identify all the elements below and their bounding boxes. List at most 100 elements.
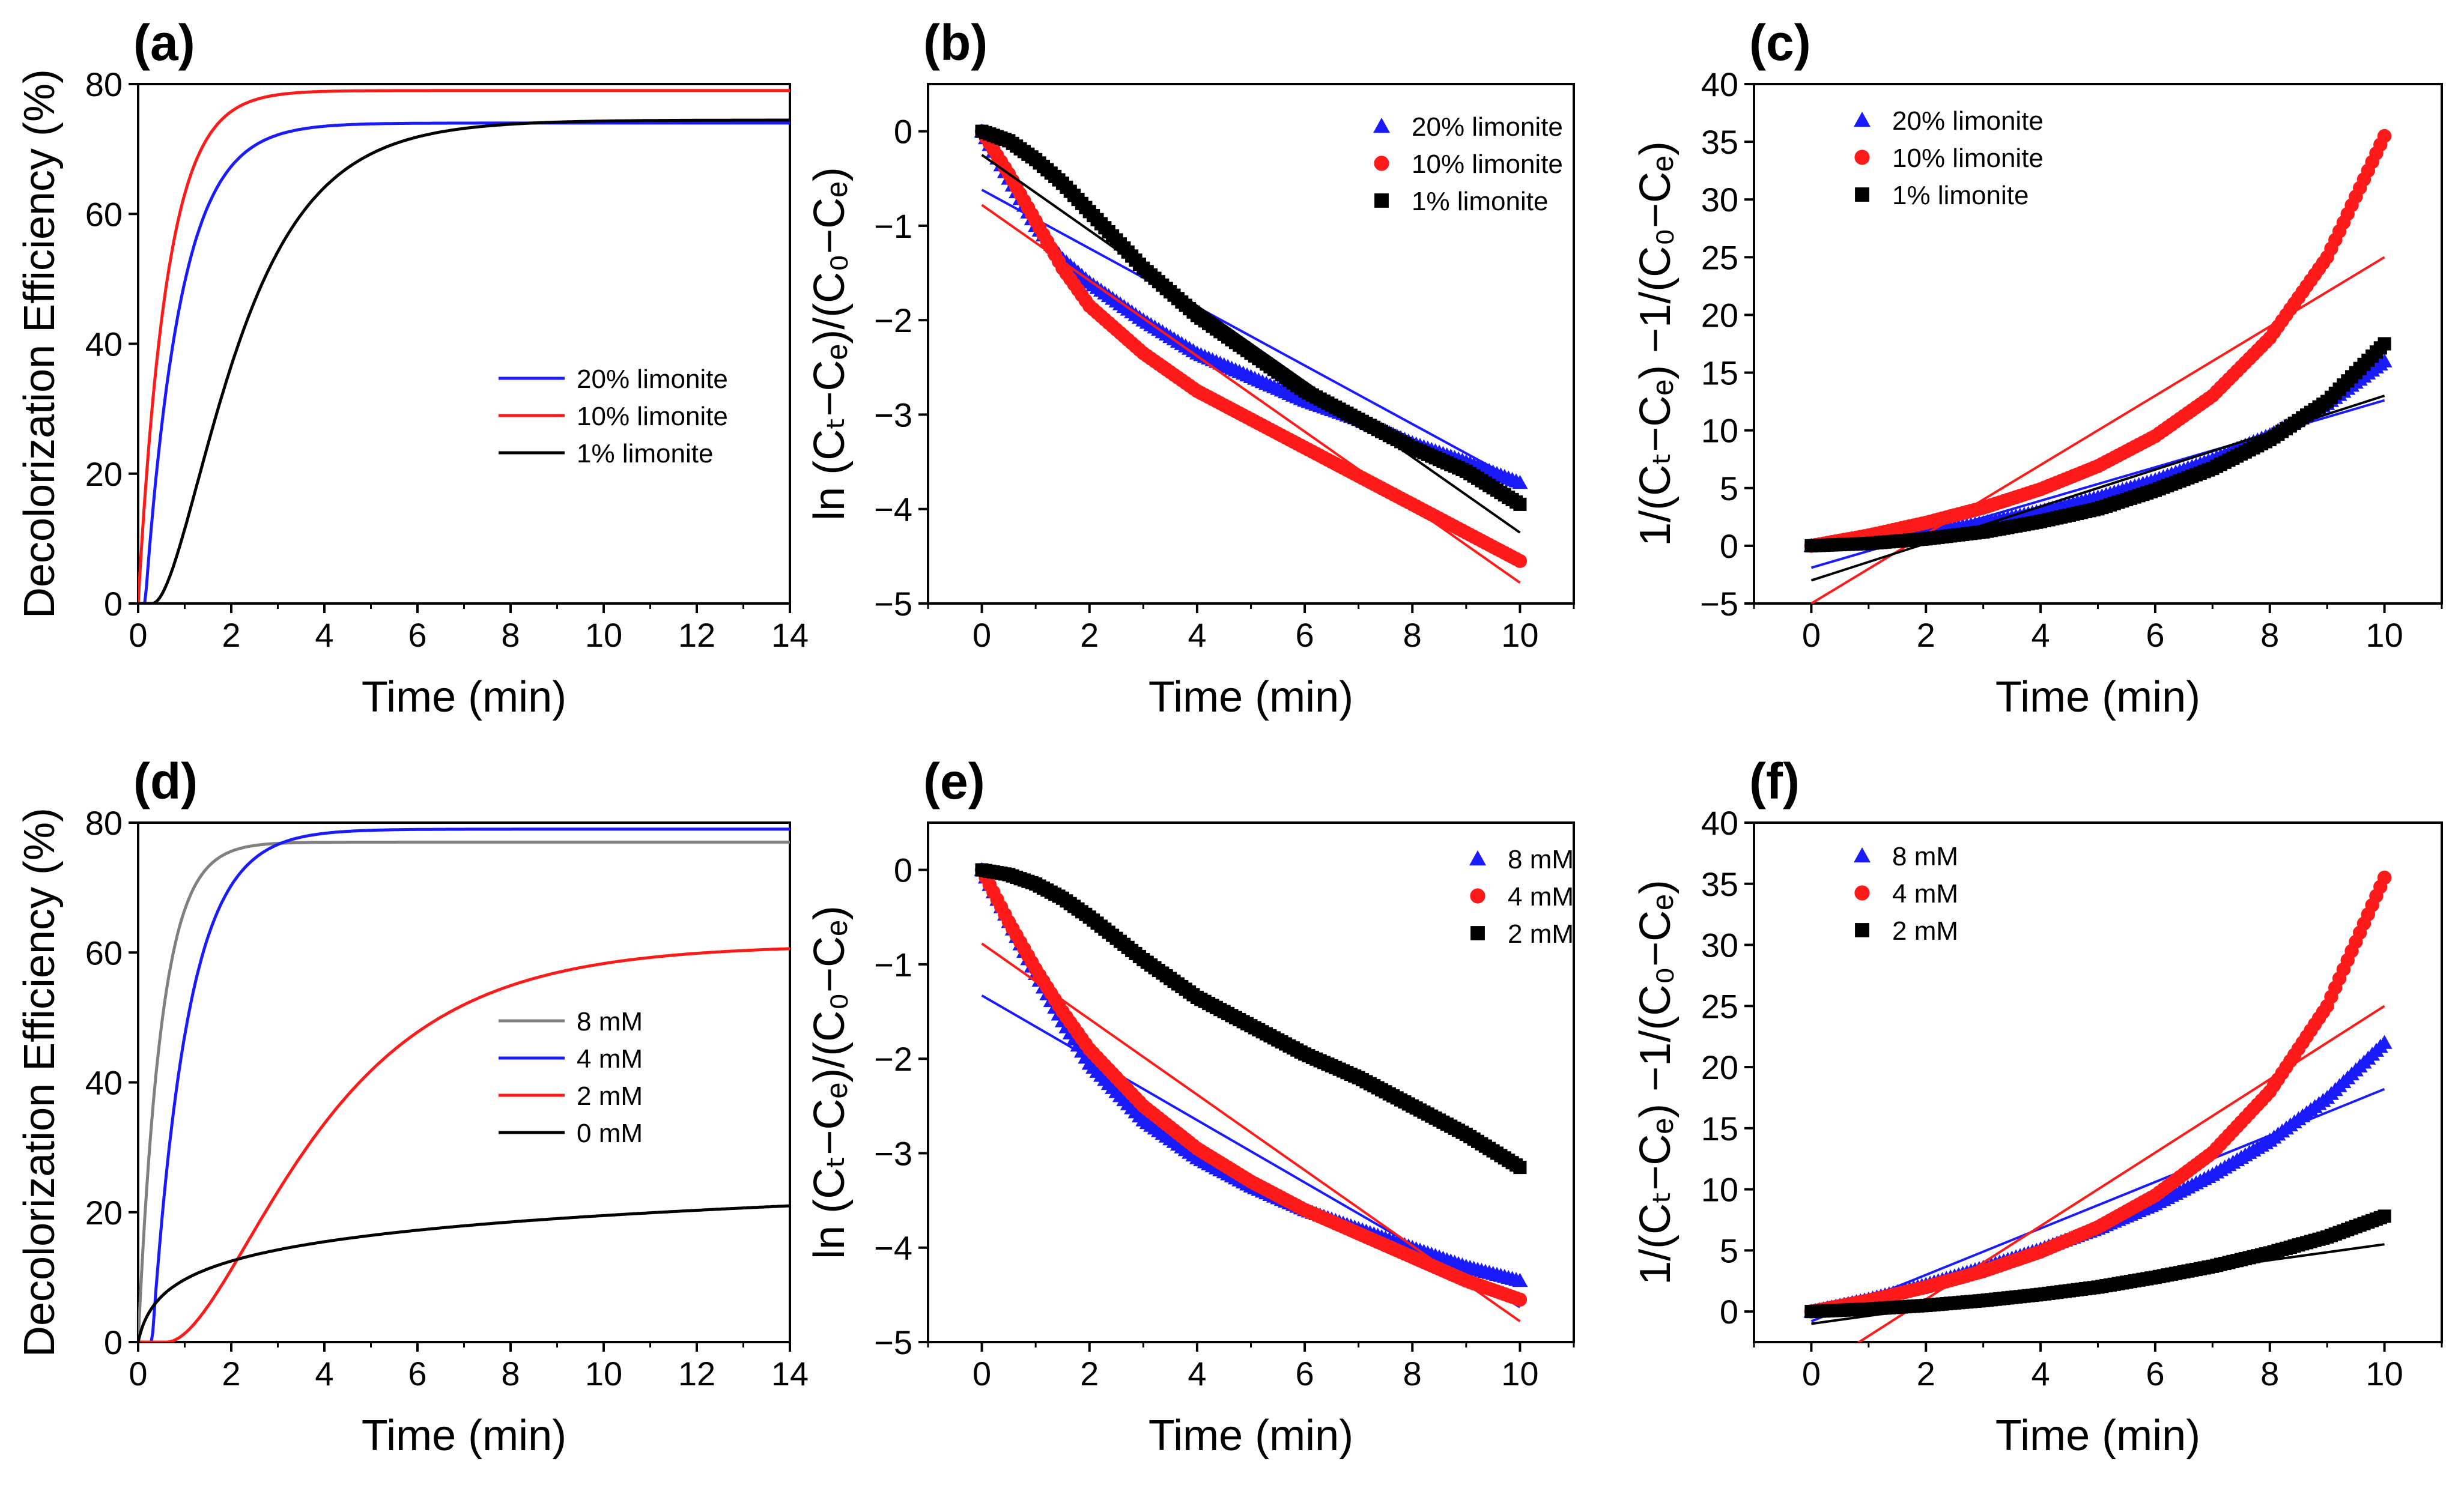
legend-marker bbox=[1470, 926, 1485, 940]
panel-label: (f) bbox=[1749, 753, 1800, 809]
legend: 20% limonite 10% limonite 1% limonite bbox=[1373, 112, 1563, 216]
y-tick-label: 0 bbox=[894, 851, 912, 889]
legend-marker bbox=[1855, 923, 1869, 937]
y-tick-label: −3 bbox=[874, 396, 912, 434]
y-tick-label: 25 bbox=[1701, 987, 1738, 1025]
legend-marker bbox=[1374, 156, 1389, 171]
x-tick-label: 4 bbox=[1188, 1355, 1206, 1393]
x-tick-label: 4 bbox=[315, 616, 333, 654]
panel-c: 0 2 4 6 8 10 −5 0 5 10 15 20 25 30 35 40 Time (min) 1/(Cₜ… bbox=[1631, 14, 2443, 721]
data-point bbox=[1513, 497, 1527, 511]
series-2-mm bbox=[138, 947, 790, 1342]
x-tick-label: 0 bbox=[973, 1355, 991, 1393]
data-point bbox=[1513, 554, 1528, 568]
legend-marker bbox=[1854, 112, 1871, 127]
data-point bbox=[2377, 870, 2392, 885]
x-tick-label: 4 bbox=[1188, 616, 1206, 654]
x-tick-label: 10 bbox=[1501, 1355, 1538, 1393]
x-tick-label: 2 bbox=[1080, 1355, 1099, 1393]
legend-marker bbox=[1854, 150, 1870, 165]
series-10-limonite bbox=[138, 89, 790, 603]
x-tick-label: 12 bbox=[678, 616, 715, 654]
legend-marker bbox=[1854, 885, 1870, 901]
legend-marker bbox=[1470, 888, 1485, 904]
legend-label: 4 mM bbox=[577, 1044, 643, 1074]
fit-line bbox=[1810, 395, 2385, 582]
legend: 8 mM 4 mM 2 mM bbox=[1854, 842, 1958, 946]
series-4-mm bbox=[974, 862, 1528, 1323]
fit-line bbox=[1810, 1087, 2385, 1323]
data-point bbox=[2378, 337, 2391, 351]
x-tick-label: 10 bbox=[1501, 616, 1538, 654]
data-line bbox=[138, 840, 790, 1342]
x-tick-label: 8 bbox=[1403, 1355, 1422, 1393]
panel-label: (c) bbox=[1749, 14, 1811, 71]
legend: 20% limonite 10% limonite 1% limonite bbox=[499, 364, 728, 468]
panel-f: 0 2 4 6 8 10 0 5 10 15 20 25 30 35 40 Time (min) 1/(Cₜ−C… bbox=[1631, 753, 2443, 1460]
data-line bbox=[138, 947, 790, 1342]
panel-d: 0 2 4 6 8 10 12 14 0 20 40 60 80 Time (min) Decoloriza… bbox=[16, 753, 809, 1460]
x-tick-label: 0 bbox=[1802, 616, 1821, 654]
y-axis-label: ln (Cₜ−Cₑ)/(C₀−Cₑ) bbox=[806, 906, 854, 1259]
y-tick-label: 40 bbox=[1701, 65, 1738, 103]
data-point bbox=[1513, 1292, 1528, 1307]
panel-e: 0 2 4 6 8 10 −5 −4 −3 −2 −1 0 Time (min) ln (Cₜ−Cₑ)/(… bbox=[806, 753, 1575, 1460]
plot-area bbox=[974, 123, 1528, 584]
series-8-mm bbox=[1803, 1035, 2393, 1323]
y-tick-label: −2 bbox=[874, 1040, 912, 1078]
y-axis-label: ln (Cₜ−Cₑ)/(C₀−Cₑ) bbox=[806, 167, 854, 521]
x-tick-label: 4 bbox=[2032, 616, 2050, 654]
legend-marker bbox=[1855, 187, 1869, 202]
legend-label: 2 mM bbox=[1892, 916, 1958, 946]
x-tick-label: 4 bbox=[2032, 1355, 2050, 1393]
x-tick-label: 6 bbox=[1296, 1355, 1314, 1393]
y-tick-label: −5 bbox=[1700, 585, 1738, 623]
x-tick-label: 0 bbox=[973, 616, 991, 654]
y-tick-label: −4 bbox=[874, 1229, 912, 1267]
y-tick-label: −5 bbox=[874, 1323, 912, 1361]
legend-label: 8 mM bbox=[1892, 842, 1958, 871]
data-point bbox=[2376, 1035, 2393, 1049]
y-tick-label: 15 bbox=[1701, 354, 1738, 392]
x-tick-label: 10 bbox=[585, 1355, 622, 1393]
panel-a: 0 2 4 6 8 10 12 14 0 20 40 60 80 Time (min) Decoloriza… bbox=[16, 14, 809, 721]
series-0-mm bbox=[138, 1204, 790, 1342]
y-tick-label: −1 bbox=[874, 946, 912, 984]
y-tick-label: 25 bbox=[1701, 238, 1738, 276]
plot-area bbox=[1803, 870, 2393, 1342]
series-1-limonite bbox=[975, 124, 1527, 534]
legend-marker bbox=[1373, 118, 1390, 133]
legend: 20% limonite 10% limonite 1% limonite bbox=[1854, 106, 2044, 210]
panel-label: (e) bbox=[923, 753, 985, 809]
x-tick-label: 2 bbox=[1080, 616, 1099, 654]
plot-area bbox=[138, 89, 790, 603]
y-axis-label: 1/(Cₜ−Cₑ) −1/(C₀−Cₑ) bbox=[1631, 880, 1680, 1285]
legend: 8 mM 4 mM 2 mM 0 mM bbox=[499, 1007, 643, 1148]
x-tick-label: 6 bbox=[408, 1355, 426, 1393]
legend-label: 2 mM bbox=[1508, 919, 1574, 949]
y-tick-label: 60 bbox=[85, 195, 123, 233]
plot-area bbox=[138, 827, 790, 1342]
panel-label: (a) bbox=[133, 14, 195, 71]
y-tick-label: 40 bbox=[1701, 804, 1738, 842]
x-tick-label: 10 bbox=[2365, 1355, 2403, 1393]
plot-area bbox=[974, 862, 1528, 1323]
series-10-limonite bbox=[974, 124, 1528, 584]
fit-line bbox=[1811, 1243, 2385, 1325]
data-point bbox=[1512, 1272, 1528, 1287]
series-20-limonite bbox=[138, 121, 790, 603]
data-line bbox=[138, 118, 790, 603]
legend-label: 20% limonite bbox=[577, 364, 728, 394]
y-tick-label: 0 bbox=[104, 1323, 123, 1361]
y-tick-label: 40 bbox=[85, 325, 123, 363]
y-tick-label: 35 bbox=[1701, 865, 1738, 903]
fit-line bbox=[981, 994, 1521, 1308]
x-tick-label: 0 bbox=[129, 1355, 147, 1393]
x-axis-label: Time (min) bbox=[362, 673, 566, 721]
series-8-mm bbox=[138, 840, 790, 1342]
legend-label: 10% limonite bbox=[577, 402, 728, 431]
fit-line bbox=[1857, 1005, 2385, 1342]
data-point bbox=[2376, 353, 2393, 367]
x-tick-label: 8 bbox=[2260, 616, 2279, 654]
